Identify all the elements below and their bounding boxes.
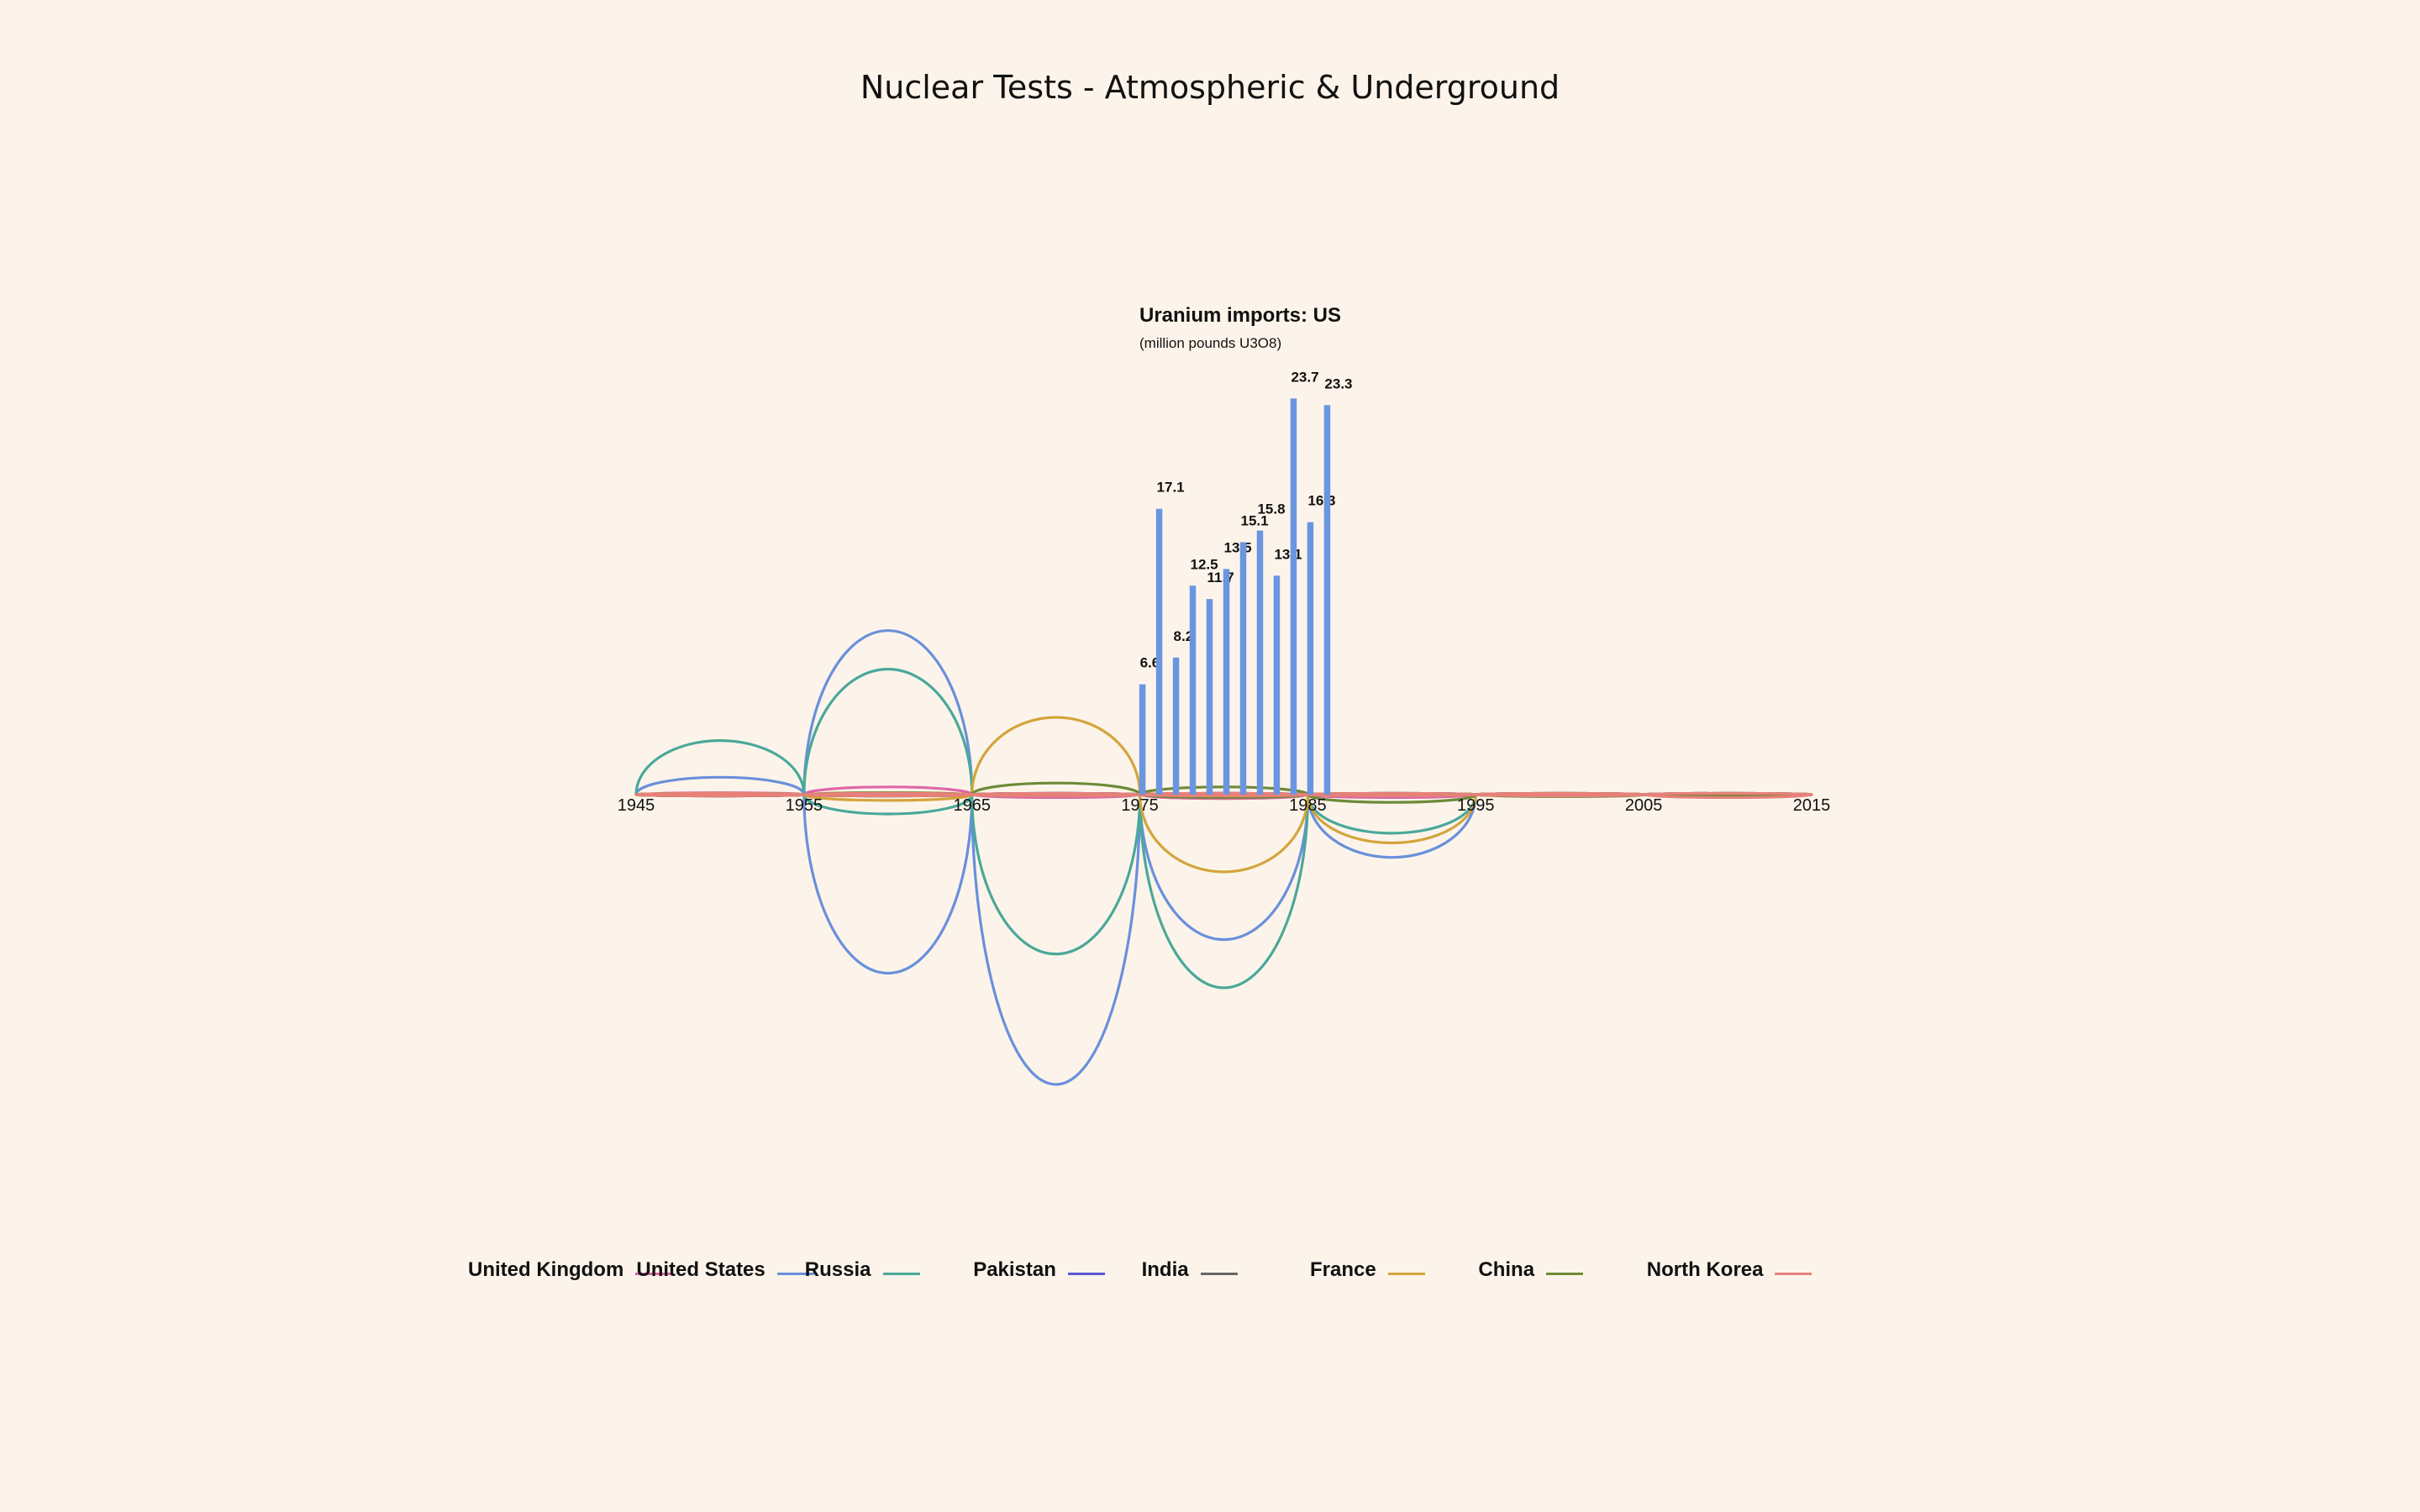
arc-united-states-underground-4 xyxy=(1306,794,1477,859)
bar-1979 xyxy=(1206,599,1213,795)
x-tick-2015: 2015 xyxy=(1793,796,1831,815)
legend-swatch xyxy=(1546,1272,1584,1275)
bar-1981 xyxy=(1239,542,1247,795)
legend-label: Russia xyxy=(804,1258,871,1281)
arc-russia-underground-3 xyxy=(1138,794,1310,990)
arc-united-states-underground-2 xyxy=(971,794,1142,1086)
bar-1980 xyxy=(1223,569,1230,795)
inset-title-group: Uranium imports: US (million pounds U3O8… xyxy=(1139,304,1341,351)
arc-china-underground-4 xyxy=(1306,794,1477,804)
legend-swatch xyxy=(882,1272,920,1275)
arc-north-korea-underground-5 xyxy=(1474,793,1645,798)
bars-layer: 6.6 17.1 8.2 12.511.7 13.5 15.115.8 13.1 23.7 16… xyxy=(1139,369,1353,795)
arc-france-atmospheric-2 xyxy=(971,716,1142,795)
x-tick-1965: 1965 xyxy=(953,796,991,815)
arc-united-states-underground-3 xyxy=(1138,794,1310,942)
bar-label-1985: 16.3 xyxy=(1307,493,1335,509)
bar-label-1976: 17.1 xyxy=(1157,480,1185,496)
x-axis: 1945 1955 1965 1975 1985 1995 2005 2015 xyxy=(618,796,1831,815)
arc-france-underground-4 xyxy=(1306,794,1477,845)
legend-label: North Korea xyxy=(1646,1258,1764,1281)
arc-united-kingdom-atmospheric-1 xyxy=(802,785,974,795)
arc-united-states-underground-1 xyxy=(804,795,972,974)
arc-russia-underground-2 xyxy=(971,794,1142,956)
legend-label: Pakistan xyxy=(973,1258,1056,1281)
bar-label-1975: 6.6 xyxy=(1140,655,1160,671)
legend-item-france: France xyxy=(1310,1258,1425,1282)
arc-france-underground-1 xyxy=(802,794,974,802)
arc-china-atmospheric-2 xyxy=(971,781,1142,795)
arc-russia-underground-1 xyxy=(802,794,974,816)
legend-item-north-korea: North Korea xyxy=(1647,1258,1812,1282)
bar-label-1980: 13.5 xyxy=(1224,539,1252,555)
bar-1977 xyxy=(1172,657,1180,795)
legend-item-russia: Russia xyxy=(805,1258,920,1282)
x-tick-2005: 2005 xyxy=(1625,796,1663,815)
legend-label: India xyxy=(1141,1258,1189,1281)
x-tick-1945: 1945 xyxy=(618,796,655,815)
arc-north-korea-underground-3 xyxy=(1138,793,1310,798)
series-north-korea xyxy=(634,791,1813,800)
x-tick-1975: 1975 xyxy=(1121,796,1159,815)
bar-1985 xyxy=(1307,522,1314,795)
bar-1978 xyxy=(1189,585,1197,795)
legend-item-united-states: United States xyxy=(636,1258,814,1282)
x-tick-1985: 1985 xyxy=(1289,796,1327,815)
legend-swatch xyxy=(1387,1272,1425,1275)
bar-label-1986: 23.3 xyxy=(1324,375,1352,391)
bar-label-1978: 12.5 xyxy=(1191,556,1218,572)
arc-united-states-atmospheric-1 xyxy=(804,631,972,795)
bar-1984 xyxy=(1290,398,1297,795)
legend-swatch xyxy=(635,1272,673,1275)
legend-item-pakistan: Pakistan xyxy=(973,1258,1105,1282)
legend-label: France xyxy=(1310,1258,1376,1281)
legend-swatch xyxy=(776,1272,814,1275)
bar-1982 xyxy=(1256,530,1264,795)
bar-label-1982: 15.8 xyxy=(1257,501,1285,517)
legend-item-india: India xyxy=(1142,1258,1238,1282)
arc-france-underground-3 xyxy=(1138,794,1310,874)
bar-1975 xyxy=(1139,684,1146,795)
bar-1976 xyxy=(1155,508,1163,795)
legend-label: United States xyxy=(636,1258,765,1281)
x-tick-1995: 1995 xyxy=(1457,796,1495,815)
legend-item-china: China xyxy=(1478,1258,1584,1282)
inset-title: Uranium imports: US xyxy=(1139,304,1341,327)
bar-label-1979: 11.7 xyxy=(1207,570,1234,585)
inset-subtitle: (million pounds U3O8) xyxy=(1139,335,1281,351)
legend-swatch xyxy=(1067,1272,1105,1275)
legend-swatch xyxy=(1775,1272,1812,1275)
chart-title: Nuclear Tests - Atmospheric & Undergroun… xyxy=(860,69,1560,106)
arc-united-states-atmospheric-0 xyxy=(634,775,806,795)
legend-item-united-kingdom: United Kingdom xyxy=(468,1258,673,1282)
arc-north-korea-underground-0 xyxy=(634,793,806,798)
arc-russia-atmospheric-1 xyxy=(802,668,974,795)
arc-north-korea-underground-6 xyxy=(1642,793,1813,800)
legend-label: China xyxy=(1478,1258,1535,1281)
bar-label-1984: 23.7 xyxy=(1291,369,1318,385)
bar-label-1977: 8.2 xyxy=(1174,628,1194,644)
legend: United Kingdom United States Russia Pakista… xyxy=(0,1258,2420,1292)
bar-label-1983: 13.1 xyxy=(1274,546,1302,562)
arc-russia-underground-4 xyxy=(1306,794,1477,835)
bar-label-1981: 15.1 xyxy=(1240,513,1268,529)
legend-swatch xyxy=(1200,1272,1238,1275)
arc-russia-atmospheric-0 xyxy=(634,739,806,795)
arc-north-korea-atmospheric-6 xyxy=(1642,791,1813,796)
arc-north-korea-underground-2 xyxy=(971,793,1142,798)
legend-label: United Kingdom xyxy=(468,1258,624,1281)
bar-1986 xyxy=(1323,405,1331,795)
bar-1983 xyxy=(1273,575,1281,795)
x-tick-1955: 1955 xyxy=(786,796,823,815)
